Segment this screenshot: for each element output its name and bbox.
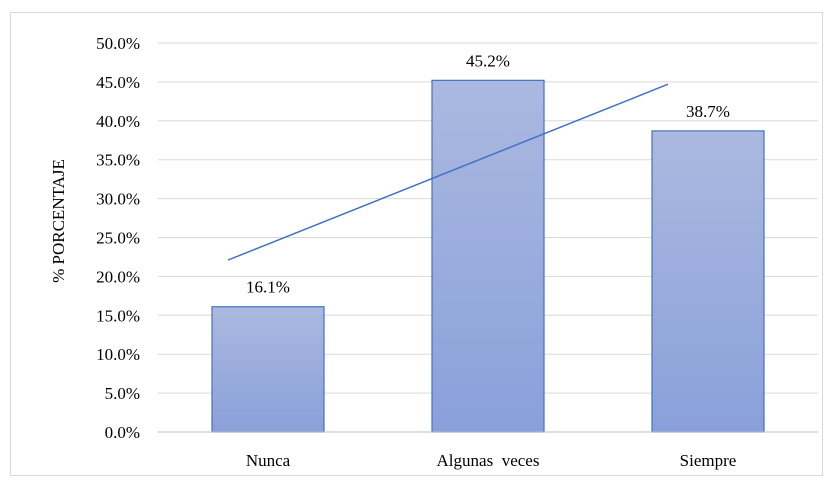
y-axis-title: % PORCENTAJE [49, 159, 68, 283]
data-label: 45.2% [466, 51, 510, 70]
bar-siempre [651, 130, 765, 433]
data-label: 16.1% [246, 278, 290, 297]
y-tick-label: 45.0% [96, 73, 140, 92]
y-tick-label: 20.0% [96, 267, 140, 286]
bar-nunca [211, 306, 325, 433]
labels: 0.0% 5.0% 10.0% 15.0% 20.0% 25.0% 30.0% 35.0% 40… [96, 34, 736, 470]
x-tick-label: Siempre [680, 451, 737, 470]
trendline [227, 83, 669, 261]
y-tick-label: 10.0% [96, 345, 140, 364]
y-tick-label: 15.0% [96, 306, 140, 325]
bar-algunas-veces [431, 79, 545, 433]
trendline-group [227, 83, 669, 261]
data-label: 38.7% [686, 102, 730, 121]
y-tick-label: 25.0% [96, 229, 140, 248]
y-tick-label: 0.0% [105, 423, 140, 442]
y-tick-label: 35.0% [96, 151, 140, 170]
y-tick-label: 50.0% [96, 34, 140, 53]
y-tick-label: 30.0% [96, 190, 140, 209]
x-tick-label: Algunas veces [437, 451, 540, 470]
y-tick-label: 40.0% [96, 112, 140, 131]
y-tick-label: 5.0% [105, 384, 140, 403]
bars [211, 79, 765, 433]
x-tick-label: Nunca [246, 451, 291, 470]
